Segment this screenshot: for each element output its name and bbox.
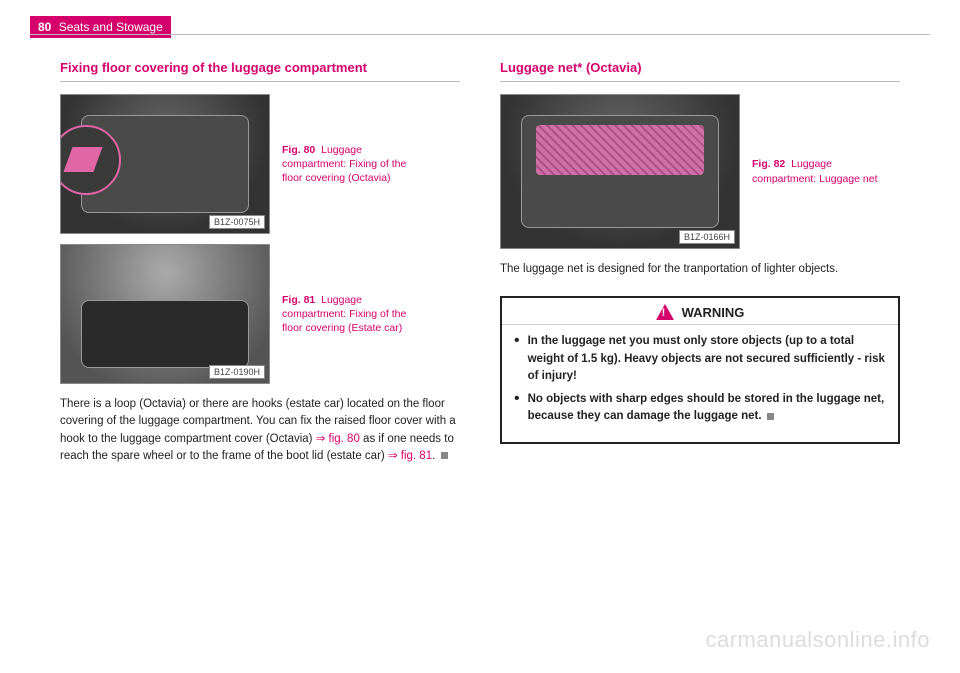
right-column: Luggage net* (Octavia) B1Z-0166H Fig. 82… <box>500 60 900 465</box>
warning-body: • In the luggage net you must only store… <box>502 325 898 441</box>
warning-triangle-icon <box>656 304 674 320</box>
trunk-shape <box>81 300 249 368</box>
watermark: carmanualsonline.info <box>705 627 930 653</box>
figure-82-tag: B1Z-0166H <box>679 230 735 244</box>
left-column: Fixing floor covering of the luggage com… <box>60 60 460 465</box>
page-number: 80 <box>38 20 51 34</box>
body-p3: . <box>432 450 435 462</box>
figure-80-label: Fig. 80 <box>282 144 315 156</box>
right-section-title: Luggage net* (Octavia) <box>500 60 900 75</box>
figure-81-caption: Fig. 81 Luggage compartment: Fixing of t… <box>282 293 422 336</box>
figure-80-row: B1Z-0075H Fig. 80 Luggage compartment: F… <box>60 94 460 234</box>
figure-81-tag: B1Z-0190H <box>209 365 265 379</box>
section-name: Seats and Stowage <box>59 20 163 34</box>
warning-label: WARNING <box>682 305 745 320</box>
figure-80-tag: B1Z-0075H <box>209 215 265 229</box>
title-rule <box>500 81 900 82</box>
warning-item-2: • No objects with sharp edges should be … <box>514 391 886 426</box>
end-square-icon <box>441 452 448 459</box>
figure-81-label: Fig. 81 <box>282 294 315 306</box>
figure-81-row: B1Z-0190H Fig. 81 Luggage compartment: F… <box>60 244 460 384</box>
left-section-title: Fixing floor covering of the luggage com… <box>60 60 460 75</box>
figure-80-caption: Fig. 80 Luggage compartment: Fixing of t… <box>282 143 422 186</box>
warning-header: WARNING <box>502 298 898 325</box>
left-body-text: There is a loop (Octavia) or there are h… <box>60 396 460 465</box>
bullet-icon: • <box>514 333 520 385</box>
header-rule <box>30 34 930 35</box>
bullet-icon: • <box>514 391 520 426</box>
content-columns: Fixing floor covering of the luggage com… <box>60 60 900 465</box>
figure-81-image: B1Z-0190H <box>60 244 270 384</box>
figure-82-label: Fig. 82 <box>752 158 785 170</box>
figure-82-caption: Fig. 82 Luggage compartment: Luggage net <box>752 157 892 185</box>
warning-text-1: In the luggage net you must only store o… <box>528 335 885 382</box>
callout-detail <box>63 147 102 172</box>
end-square-icon <box>767 413 774 420</box>
warning-box: WARNING • In the luggage net you must on… <box>500 296 900 443</box>
figure-80-image: B1Z-0075H <box>60 94 270 234</box>
warning-item-1: • In the luggage net you must only store… <box>514 333 886 385</box>
fig-ref-80: ⇒ fig. 80 <box>316 433 360 445</box>
right-body-text: The luggage net is designed for the tran… <box>500 261 900 278</box>
fig-ref-81: ⇒ fig. 81 <box>388 450 432 462</box>
figure-82-image: B1Z-0166H <box>500 94 740 249</box>
figure-82-row: B1Z-0166H Fig. 82 Luggage compartment: L… <box>500 94 900 249</box>
warning-text-2: No objects with sharp edges should be st… <box>528 393 885 422</box>
title-rule <box>60 81 460 82</box>
luggage-net-highlight <box>536 125 704 175</box>
